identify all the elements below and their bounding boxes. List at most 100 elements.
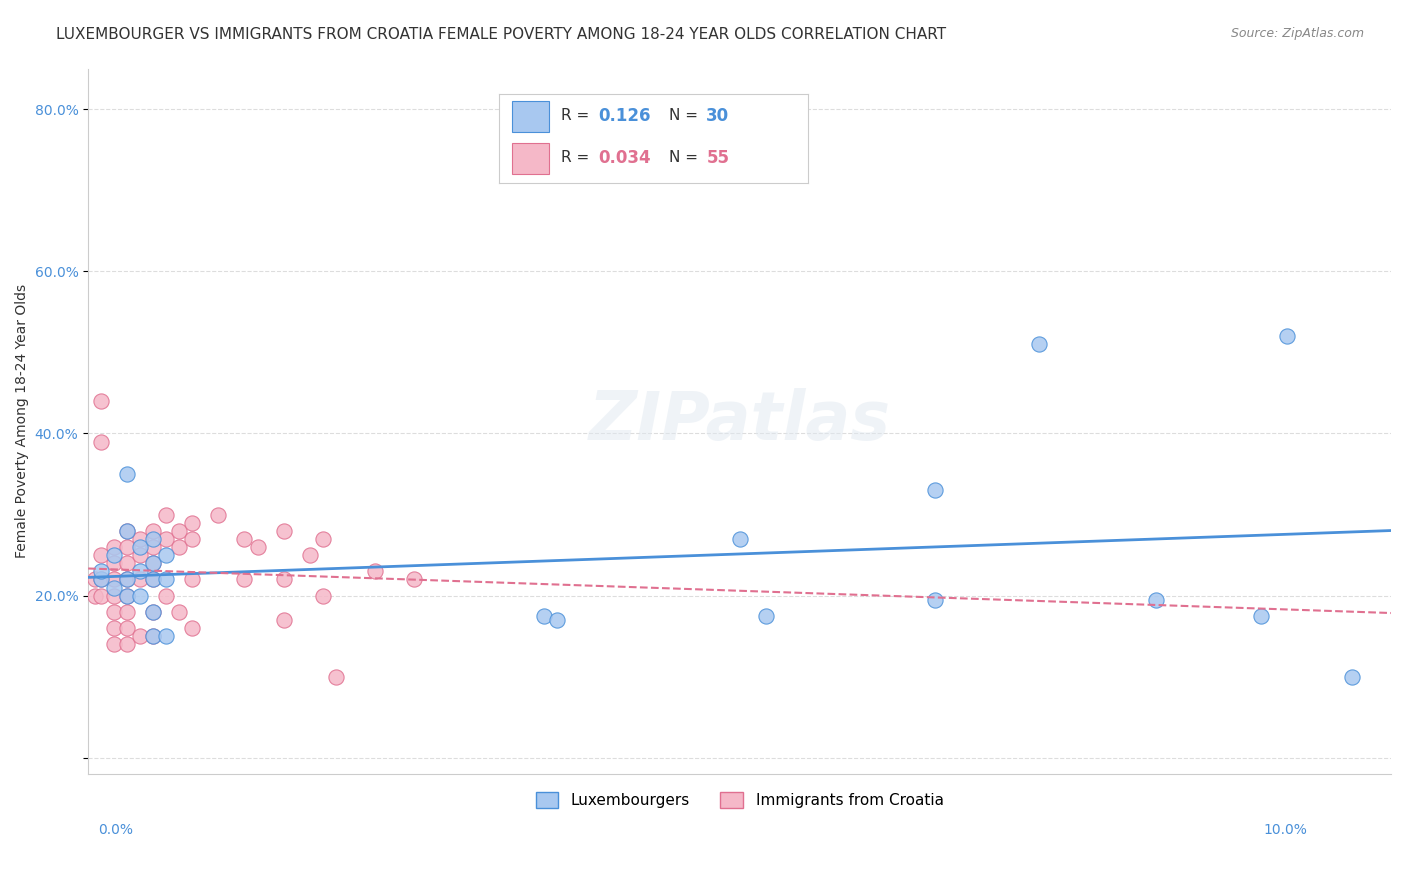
Point xyxy=(142,573,165,587)
Point xyxy=(103,581,125,595)
Point xyxy=(402,573,425,587)
Point xyxy=(181,532,204,546)
Text: 55: 55 xyxy=(706,149,730,167)
Point xyxy=(115,540,138,554)
Point xyxy=(142,556,165,570)
Text: 0.0%: 0.0% xyxy=(98,823,134,837)
Point xyxy=(129,629,152,643)
Point xyxy=(155,508,177,522)
Point xyxy=(115,524,138,538)
Point xyxy=(90,573,112,587)
Text: Source: ZipAtlas.com: Source: ZipAtlas.com xyxy=(1230,27,1364,40)
Point xyxy=(103,548,125,562)
Point xyxy=(142,540,165,554)
Point xyxy=(142,524,165,538)
Point xyxy=(364,565,387,579)
Text: 0.034: 0.034 xyxy=(598,149,651,167)
Point xyxy=(129,548,152,562)
Point xyxy=(142,573,165,587)
Point xyxy=(169,605,191,619)
Point xyxy=(311,589,333,603)
Point xyxy=(103,556,125,570)
Point xyxy=(155,548,177,562)
Point xyxy=(273,613,295,627)
Text: N =: N = xyxy=(669,109,703,123)
Point xyxy=(142,605,165,619)
Point xyxy=(169,524,191,538)
Point xyxy=(129,565,152,579)
Point xyxy=(90,573,112,587)
Point xyxy=(246,540,269,554)
Point xyxy=(1341,670,1364,684)
Point xyxy=(1146,592,1168,607)
Point xyxy=(115,605,138,619)
Point xyxy=(533,609,555,624)
Point xyxy=(155,629,177,643)
Point xyxy=(155,589,177,603)
Point xyxy=(115,556,138,570)
Point xyxy=(115,467,138,481)
Point xyxy=(115,589,138,603)
Point xyxy=(325,670,347,684)
Point xyxy=(233,532,256,546)
Point xyxy=(273,573,295,587)
Point xyxy=(155,573,177,587)
Point xyxy=(181,516,204,530)
Point xyxy=(129,573,152,587)
Point xyxy=(142,605,165,619)
Text: ZIPatlas: ZIPatlas xyxy=(589,388,890,454)
Point xyxy=(90,548,112,562)
Text: R =: R = xyxy=(561,151,595,165)
Point xyxy=(1275,329,1298,343)
Point xyxy=(142,629,165,643)
Point xyxy=(181,621,204,635)
Point xyxy=(115,621,138,635)
Point xyxy=(298,548,321,562)
Point xyxy=(207,508,229,522)
Point xyxy=(924,592,946,607)
Point xyxy=(924,483,946,498)
Point xyxy=(311,532,333,546)
Point xyxy=(169,540,191,554)
Point xyxy=(1250,609,1272,624)
Text: 30: 30 xyxy=(706,107,730,125)
Point xyxy=(103,605,125,619)
Point xyxy=(755,609,778,624)
Point xyxy=(728,532,751,546)
Point xyxy=(129,532,152,546)
Point xyxy=(142,556,165,570)
Point xyxy=(129,589,152,603)
Bar xyxy=(512,101,548,132)
Point xyxy=(181,573,204,587)
Point xyxy=(90,565,112,579)
Point xyxy=(142,629,165,643)
Point xyxy=(546,613,568,627)
Point xyxy=(115,573,138,587)
Point xyxy=(83,589,105,603)
Point xyxy=(90,589,112,603)
Point xyxy=(90,434,112,449)
Point xyxy=(83,573,105,587)
Point xyxy=(115,637,138,651)
Point xyxy=(129,540,152,554)
Text: R =: R = xyxy=(561,109,595,123)
Point xyxy=(155,532,177,546)
Text: LUXEMBOURGER VS IMMIGRANTS FROM CROATIA FEMALE POVERTY AMONG 18-24 YEAR OLDS COR: LUXEMBOURGER VS IMMIGRANTS FROM CROATIA … xyxy=(56,27,946,42)
Point xyxy=(90,394,112,409)
Point xyxy=(1028,337,1050,351)
Bar xyxy=(512,143,548,174)
Point xyxy=(115,524,138,538)
Text: 0.126: 0.126 xyxy=(598,107,651,125)
Point xyxy=(103,637,125,651)
Point xyxy=(103,589,125,603)
Point xyxy=(103,621,125,635)
Text: N =: N = xyxy=(669,151,703,165)
Point xyxy=(103,540,125,554)
Point xyxy=(233,573,256,587)
Legend: Luxembourgers, Immigrants from Croatia: Luxembourgers, Immigrants from Croatia xyxy=(527,785,952,816)
Point xyxy=(115,589,138,603)
Point xyxy=(142,532,165,546)
Point xyxy=(273,524,295,538)
Y-axis label: Female Poverty Among 18-24 Year Olds: Female Poverty Among 18-24 Year Olds xyxy=(15,285,30,558)
Point xyxy=(103,573,125,587)
